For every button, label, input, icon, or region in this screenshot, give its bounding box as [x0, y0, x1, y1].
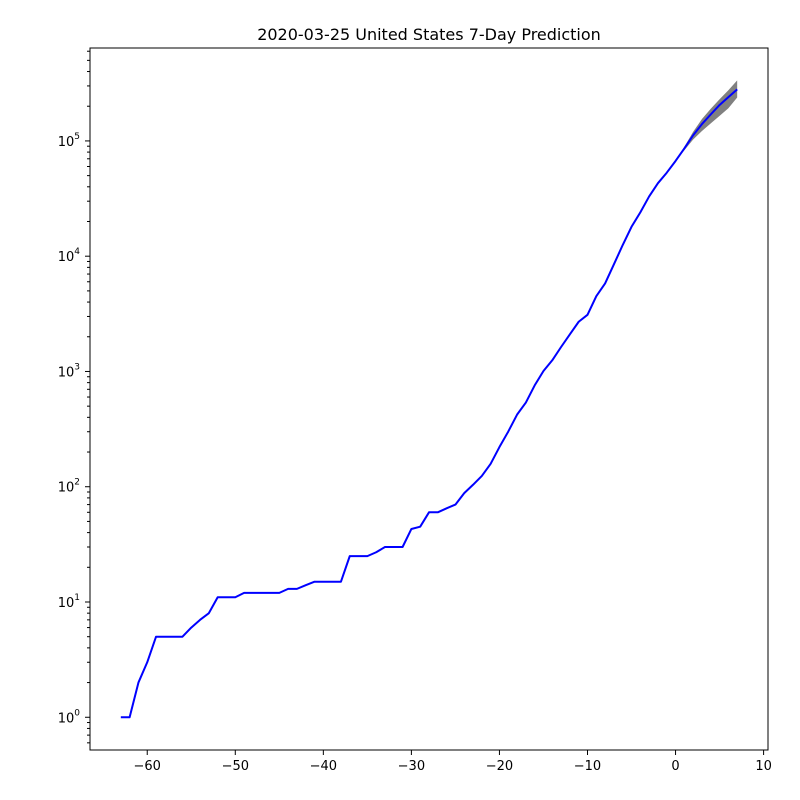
x-tick-label: −60: [134, 759, 161, 774]
y-tick-label: 101: [58, 593, 80, 611]
y-tick-label: 103: [58, 362, 80, 380]
x-tick-label: −30: [398, 759, 425, 774]
chart-title: 2020-03-25 United States 7-Day Predictio…: [257, 25, 601, 44]
y-tick-label: 102: [58, 478, 80, 496]
y-tick-label: 105: [58, 132, 80, 150]
series-line: [120, 88, 738, 719]
x-tick-label: −50: [222, 759, 249, 774]
y-tick-label: 100: [58, 708, 81, 726]
x-tick-label: −40: [310, 759, 337, 774]
x-axis: −60 −50 −40 −30 −20 −10 0 10: [134, 750, 772, 774]
x-tick-label: −10: [574, 759, 601, 774]
series-layer: [120, 88, 738, 719]
plot-frame: [89, 47, 769, 751]
y-tick-label: 104: [58, 247, 81, 265]
x-tick-label: 0: [671, 759, 679, 774]
x-tick-label: 10: [755, 759, 772, 774]
x-tick-label: −20: [486, 759, 513, 774]
y-axis: 100 101 102 103 104 105: [58, 50, 90, 744]
